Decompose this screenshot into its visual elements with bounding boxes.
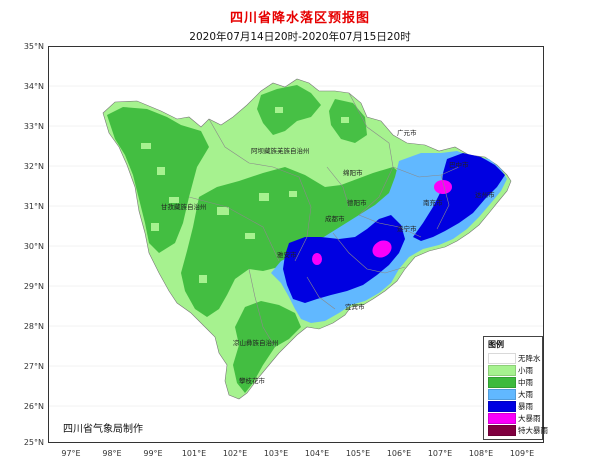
lon-label-108: 108°E [468, 449, 494, 458]
extreme-rainstorm-west [312, 253, 322, 265]
legend-item-no-precip: 无降水 [488, 352, 541, 364]
legend-label-heavy-rainstorm: 大暴雨 [518, 413, 541, 423]
legend-swatch-heavy-rain [488, 388, 516, 400]
legend-item-heavy-rainstorm: 大暴雨 [488, 412, 541, 424]
light-rain-patches [141, 107, 349, 283]
city-label-nanchong: 南充市 [423, 198, 443, 207]
lon-label-105: 105°E [345, 449, 371, 458]
legend: 图例 无降水 小雨 中雨 大雨 暴雨 大暴雨 特大暴雨 [483, 336, 548, 440]
legend-title: 图例 [488, 340, 504, 349]
lat-label-31: 31°N [23, 202, 44, 211]
legend-item-light-rain: 小雨 [488, 364, 533, 376]
city-label-yaan: 雅安市 [277, 250, 297, 259]
legend-label-no-precip: 无降水 [518, 353, 541, 363]
city-label-yibin: 宜宾市 [345, 302, 365, 311]
lon-label-104: 104°E [304, 449, 330, 458]
lat-label-32: 32°N [23, 162, 44, 171]
city-label-chengdu: 成都市 [325, 214, 345, 223]
lat-label-34: 34°N [23, 82, 44, 91]
legend-item-extreme-rainstorm: 特大暴雨 [488, 424, 548, 436]
lon-label-101: 101°E [181, 449, 207, 458]
extreme-rainstorm-central [372, 240, 392, 258]
extreme-rainstorm-east [434, 180, 452, 194]
forecast-period: 2020年07月14日20时-2020年07月15日20时 [189, 31, 411, 43]
precipitation-map: 阿坝藏族羌族自治州 广元市 绵阳市 巴中市 达州市 甘孜藏族自治州 德阳市 成都… [49, 78, 543, 407]
lon-label-97: 97°E [61, 449, 81, 458]
lon-label-106: 106°E [386, 449, 412, 458]
moderate-rain-area [107, 107, 209, 253]
city-label-guangyuan: 广元市 [397, 128, 417, 137]
legend-swatch-rainstorm [488, 400, 516, 412]
lon-label-102: 102°E [222, 449, 248, 458]
prefecture-boundaries [188, 92, 460, 348]
legend-swatch-heavy-rainstorm [488, 412, 516, 424]
rainstorm-area-east [413, 153, 505, 241]
legend-item-moderate-rain: 中雨 [488, 376, 533, 388]
city-label-liangshan: 凉山彝族自治州 [233, 338, 279, 347]
agency-credit: 四川省气象局制作 [63, 424, 143, 435]
legend-swatch-no-precip [488, 352, 516, 364]
city-label-aba: 阿坝藏族羌族自治州 [251, 146, 310, 155]
city-label-mianyang: 绵阳市 [343, 168, 363, 177]
moderate-rain-area-north [257, 85, 321, 135]
legend-label-rainstorm: 暴雨 [518, 401, 533, 411]
lon-label-109: 109°E [509, 449, 535, 458]
lon-label-99: 99°E [143, 449, 163, 458]
legend-label-moderate-rain: 中雨 [518, 377, 533, 387]
city-labels: 阿坝藏族羌族自治州 广元市 绵阳市 巴中市 达州市 甘孜藏族自治州 德阳市 成都… [161, 128, 495, 385]
legend-swatch-light-rain [488, 364, 516, 376]
legend-item-rainstorm: 暴雨 [488, 400, 533, 412]
map-title: 四川省降水落区预报图 [229, 11, 370, 26]
rainstorm-area-central [283, 215, 405, 303]
lat-label-27: 27°N [23, 362, 44, 371]
moderate-rain-area-south [233, 301, 301, 393]
lat-label-26: 26°N [23, 402, 44, 411]
legend-label-heavy-rain: 大雨 [518, 389, 533, 399]
legend-label-extreme-rainstorm: 特大暴雨 [518, 425, 548, 435]
city-label-ganzi: 甘孜藏族自治州 [161, 202, 207, 211]
lat-label-35: 35°N [23, 42, 44, 51]
lat-label-30: 30°N [23, 242, 44, 251]
lat-label-28: 28°N [23, 322, 44, 331]
lat-label-33: 33°N [23, 122, 44, 131]
city-label-bazhong: 巴中市 [449, 160, 469, 169]
legend-label-light-rain: 小雨 [518, 365, 533, 375]
city-label-deyang: 德阳市 [347, 198, 367, 207]
city-label-suining: 遂宁市 [397, 224, 417, 233]
lat-label-29: 29°N [23, 282, 44, 291]
lon-label-98: 98°E [102, 449, 122, 458]
map-frame: 阿坝藏族羌族自治州 广元市 绵阳市 巴中市 达州市 甘孜藏族自治州 德阳市 成都… [48, 46, 544, 443]
legend-item-heavy-rain: 大雨 [488, 388, 533, 400]
city-label-panzhihua: 攀枝花市 [239, 376, 266, 385]
city-label-dazhou: 达州市 [475, 190, 495, 199]
legend-swatch-extreme-rainstorm [488, 424, 516, 436]
lon-label-107: 107°E [427, 449, 453, 458]
lon-label-103: 103°E [263, 449, 289, 458]
legend-swatch-moderate-rain [488, 376, 516, 388]
lat-label-25: 25°N [23, 438, 44, 447]
